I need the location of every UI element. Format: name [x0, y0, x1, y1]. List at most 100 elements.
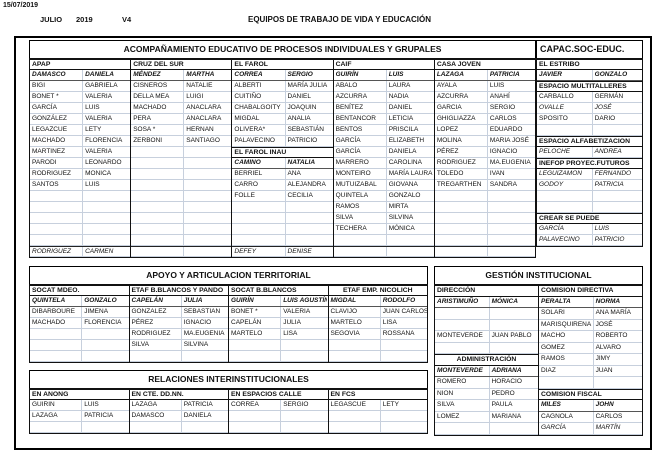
surname-cell: BONET *	[30, 92, 84, 102]
firstname-cell: VALERIA	[85, 115, 113, 122]
section-title-capacitacion: CAPAC.SOC-EDUC.	[536, 40, 643, 59]
person-row	[30, 329, 129, 340]
firstname-cell: JUAN PABLO	[491, 332, 532, 339]
person-row: NION PEDRO	[435, 388, 538, 400]
group-header: SOCAT MDEO.	[30, 285, 129, 296]
person-row: QUINTELA GONZALO	[30, 296, 129, 307]
surname-cell	[130, 351, 182, 361]
team-column: EN FCS LEGASCUE LETY	[327, 388, 428, 434]
person-row: PERA ANACLARA	[131, 114, 232, 125]
person-row: GARCÍA DANIELA	[333, 147, 434, 158]
person-row	[131, 169, 232, 180]
firstname-cell: LISA	[283, 330, 298, 337]
person-row: OVALLE JOSÉ	[537, 103, 642, 114]
person-row	[30, 224, 131, 235]
firstname-cell: LUIS	[489, 82, 505, 89]
section-title-relaciones: RELACIONES INTERINSTITUCIONALES	[29, 370, 428, 389]
top-section-row: ACOMPAÑAMIENTO EDUCATIVO DE PROCESOS IND…	[29, 40, 643, 258]
team-column: SOCAT B.BLANCOS GUIRÍN LUIS AGUSTÍN BONET *…	[228, 284, 329, 363]
firstname-cell: DARIO	[594, 115, 616, 122]
firstname-cell: LUIS	[84, 401, 99, 408]
firstname-cell: DANIEL	[287, 93, 311, 100]
group-header: ESPACIO MULTITALLERES	[537, 81, 642, 92]
surname-cell: CAGNOLA	[539, 411, 594, 422]
surname-cell	[229, 351, 282, 361]
firstname-cell: IVAN	[489, 170, 505, 177]
firstname-cell: JOHN	[595, 401, 614, 408]
person-row: BENTANCOR LETICIA	[333, 114, 434, 125]
surname-cell: OVALLE	[537, 103, 593, 113]
firstname-cell: NATALIA	[287, 159, 316, 166]
surname-cell: GHIGLIAZZA	[435, 114, 488, 124]
person-row	[131, 213, 232, 224]
apoyo-columns: SOCAT MDEO. QUINTELA GONZALO DIBARBOURE JIME…	[29, 284, 428, 363]
group-header: EN CTE. DD.NN.	[129, 389, 228, 400]
document-title: EQUIPOS DE TRABAJO DE VIDA Y EDUCACIÓN	[248, 15, 431, 24]
firstname-cell	[184, 235, 231, 245]
firstname-cell: MONICA	[85, 170, 112, 177]
person-row: SILVA SILVINA	[129, 340, 228, 351]
surname-cell: NION	[435, 388, 490, 399]
surname-cell: GARCÍA	[539, 423, 594, 434]
person-row	[435, 308, 538, 320]
person-row	[30, 235, 131, 246]
person-row	[131, 224, 232, 235]
surname-cell: SOLARI	[539, 308, 594, 319]
firstname-cell: ADRIANA	[491, 366, 522, 374]
person-row: SEGOVIA ROSSANA	[328, 329, 427, 340]
firstname-cell: FERNANDO	[594, 170, 632, 177]
team-column: EL ESTRIBO JAVIER GONZALO ESPACIO MULTITALL…	[536, 58, 643, 247]
firstname-cell: MARTHA	[186, 71, 215, 78]
person-row: MARTELO LISA	[328, 318, 427, 329]
person-row: GUIRÍN LUIS	[333, 70, 434, 81]
firstname-cell: MA.EUGENIA	[489, 159, 531, 166]
surname-cell: GUIRIN	[30, 400, 83, 410]
surname-cell: QUINTELA	[334, 191, 387, 201]
person-row	[229, 411, 328, 422]
team-column: CRUZ DEL SUR MÉNDEZ MARTHA CISNEROS NATALIE D…	[130, 58, 233, 258]
group-header: EL ESTRIBO	[537, 59, 642, 70]
firstname-cell: MARÍA JULIA	[287, 82, 328, 89]
surname-cell	[334, 235, 387, 245]
person-row	[131, 235, 232, 246]
print-date: 15/07/2019	[3, 2, 39, 9]
firstname-cell	[381, 411, 427, 421]
group-header: ETAF B.BLANCOS Y PANDO	[129, 285, 228, 296]
surname-cell	[334, 247, 387, 256]
person-row: AZCURRA NADIA	[333, 92, 434, 103]
team-column: ETAF EMP. NICOLICH MIGDAL RODOLFO CLAVIJO JU…	[327, 284, 428, 363]
surname-cell: TREGARTHEN	[435, 180, 488, 190]
team-column: COMISION DIRECTIVA PERALTA NORMA SOLARI ANA …	[538, 284, 643, 436]
surname-cell: AZCURRA	[334, 92, 387, 102]
firstname-cell: ELIZABETH	[388, 137, 425, 144]
surname-cell	[131, 213, 185, 223]
person-row: ABALO LAURA	[333, 81, 434, 92]
surname-cell: GOMEZ	[539, 342, 594, 353]
firstname-cell	[182, 422, 228, 432]
person-row: SOSA * HERNAN	[131, 125, 232, 136]
person-row: ARISTIMUÑO MÓNICA	[435, 296, 538, 308]
person-row: MACHADO FLORENCIA	[30, 136, 131, 147]
person-row	[229, 422, 328, 433]
person-row: CARBALLO GERMÁN	[537, 92, 642, 103]
group-header: ESPACIO ALFABETIZACION	[537, 136, 642, 147]
surname-cell: MARTINEZ	[30, 147, 84, 157]
person-row: LEGASCUE LETY	[328, 400, 427, 411]
bottom-section-row: APOYO Y ARTICULACION TERRITORIAL SOCAT M…	[29, 266, 643, 436]
surname-cell	[435, 308, 490, 319]
section-gestion: GESTIÓN INSTITUCIONAL DIRECCIÓN ARISTIMUÑ…	[434, 266, 643, 436]
worksheet-frame: ACOMPAÑAMIENTO EDUCATIVO DE PROCESOS IND…	[14, 36, 652, 450]
surname-cell: ZERBONI	[131, 136, 185, 146]
surname-cell: CORREA	[229, 400, 282, 410]
surname-cell: DELLA MEA	[131, 92, 185, 102]
firstname-cell: LAURA	[388, 82, 411, 89]
surname-cell: DEFEY	[232, 247, 286, 256]
surname-cell	[329, 351, 381, 361]
person-row: DELLA MEA LUIGI	[131, 92, 232, 103]
surname-cell: GARCÍA	[334, 136, 387, 146]
surname-cell: RODRIGUEZ	[435, 158, 488, 168]
person-row: LOPEZ EDUARDO	[434, 125, 536, 136]
firstname-cell: MARIA JOSÉ	[489, 137, 529, 144]
surname-cell	[30, 351, 83, 361]
person-row: MARISQUIRENA JOSÉ	[539, 319, 642, 331]
